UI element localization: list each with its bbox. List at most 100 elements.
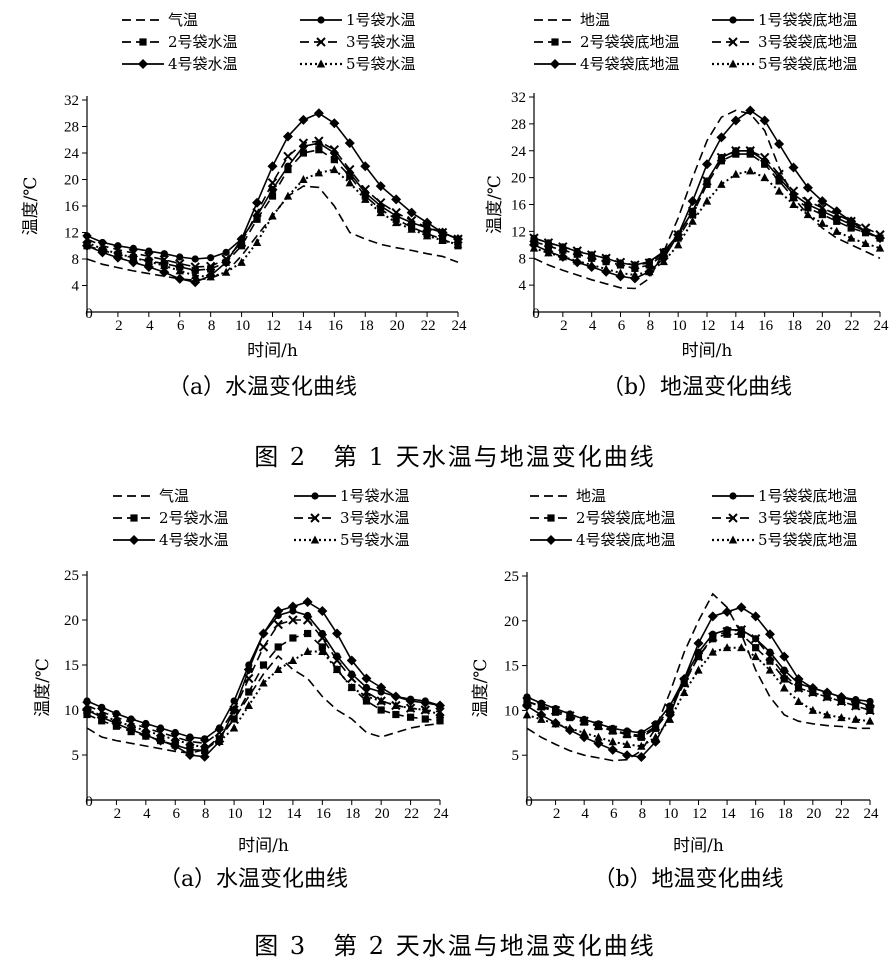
- x-tick-label: 20: [390, 318, 405, 334]
- data-point: [438, 235, 447, 244]
- data-point: [722, 643, 732, 652]
- data-point: [861, 238, 870, 247]
- data-point: [376, 208, 385, 217]
- data-point: [579, 716, 589, 726]
- y-tick-label: 32: [511, 90, 526, 106]
- data-point: [190, 277, 201, 288]
- data-point: [679, 674, 690, 685]
- data-point: [602, 258, 610, 266]
- data-point: [536, 701, 546, 711]
- data-point: [145, 247, 153, 255]
- data-point: [737, 630, 745, 638]
- x-tick-label: 4: [589, 318, 597, 334]
- data-point: [207, 254, 215, 262]
- data-point: [317, 633, 328, 643]
- legend-label: 2号袋袋底地温: [576, 509, 676, 527]
- data-point: [406, 207, 417, 218]
- data-point: [141, 726, 151, 735]
- legend-marker: [728, 37, 738, 47]
- data-point: [375, 181, 386, 192]
- data-point: [860, 226, 871, 237]
- data-point: [376, 197, 386, 208]
- data-point: [630, 270, 640, 279]
- data-point: [775, 177, 783, 185]
- data-point: [360, 184, 370, 195]
- y-axis-label: 温度/℃: [33, 658, 53, 717]
- subfigure-caption: （a）水温变化曲线: [159, 867, 348, 892]
- data-point: [362, 692, 371, 700]
- data-point: [259, 661, 268, 669]
- data-point: [298, 138, 309, 148]
- data-point: [764, 629, 775, 640]
- data-point: [268, 192, 277, 200]
- data-point: [345, 178, 354, 187]
- data-point: [330, 165, 339, 174]
- data-point: [665, 703, 675, 714]
- data-point: [688, 216, 697, 225]
- data-point: [347, 673, 357, 684]
- x-axis-label: 时间/h: [682, 341, 733, 361]
- data-point: [550, 705, 561, 716]
- data-point: [252, 237, 262, 246]
- data-point: [703, 180, 711, 188]
- data-point: [833, 217, 841, 225]
- data-point: [362, 697, 371, 705]
- x-tick-label: 22: [404, 806, 419, 822]
- data-point: [144, 257, 154, 266]
- data-point: [822, 710, 832, 719]
- figure-3-caption: 图 3 第 2 天水温与地温变化曲线: [254, 932, 655, 960]
- legend-marker: [129, 535, 139, 545]
- subfigure-caption: （a）水温变化曲线: [168, 375, 357, 400]
- data-point: [391, 701, 401, 709]
- data-point: [822, 687, 833, 698]
- data-point: [722, 606, 733, 617]
- data-point: [759, 152, 770, 163]
- data-point: [303, 647, 312, 655]
- data-point: [191, 266, 199, 274]
- data-point: [551, 719, 560, 728]
- data-point: [345, 164, 355, 175]
- data-point: [616, 268, 625, 277]
- data-point: [128, 248, 139, 258]
- data-point: [746, 150, 754, 158]
- x-tick-label: 0: [85, 794, 93, 810]
- data-point: [780, 675, 788, 683]
- y-tick-label: 15: [64, 658, 79, 674]
- legend-label: 4号袋水温: [168, 55, 238, 73]
- data-point: [636, 730, 647, 741]
- data-point: [82, 705, 92, 714]
- data-point: [453, 234, 463, 245]
- data-point: [391, 194, 402, 205]
- data-point: [708, 632, 718, 642]
- data-point: [314, 136, 324, 146]
- x-tick-label: 18: [787, 318, 802, 334]
- data-point: [601, 264, 611, 273]
- data-point: [817, 203, 828, 213]
- data-point: [274, 665, 283, 673]
- legend-marker: [317, 16, 325, 24]
- x-tick-label: 12: [257, 806, 272, 822]
- data-point: [273, 619, 283, 630]
- data-point: [544, 248, 553, 257]
- data-point: [687, 196, 698, 207]
- legend-marker: [547, 514, 555, 522]
- data-point: [329, 118, 340, 129]
- data-point: [651, 732, 660, 741]
- data-point: [185, 739, 195, 748]
- data-point: [846, 216, 857, 227]
- data-point: [126, 721, 136, 730]
- x-tick-label: 22: [421, 318, 436, 334]
- data-point: [760, 173, 769, 182]
- data-point: [702, 196, 712, 205]
- data-point: [302, 597, 313, 607]
- data-point: [544, 242, 553, 250]
- legend-label: 地温: [580, 11, 610, 29]
- data-point: [644, 258, 655, 268]
- data-point: [258, 628, 269, 639]
- x-tick-label: 14: [729, 318, 745, 334]
- data-point: [284, 165, 292, 174]
- data-point: [346, 172, 354, 180]
- data-point: [376, 682, 387, 693]
- y-tick-label: 4: [72, 279, 80, 295]
- x-tick-label: 22: [845, 318, 860, 334]
